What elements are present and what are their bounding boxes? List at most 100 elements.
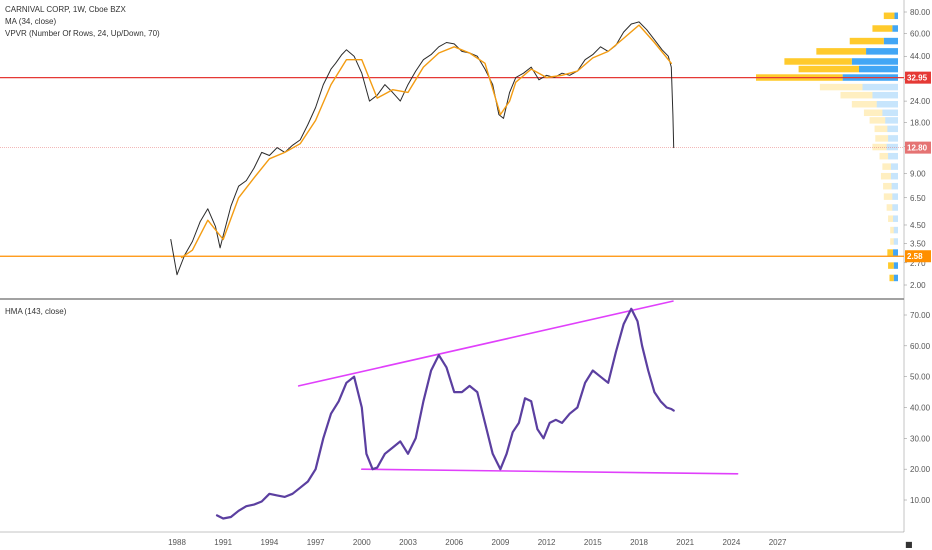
y-tick-label: 24.00: [910, 97, 931, 106]
y-tick-label: 18.00: [910, 118, 931, 127]
vpvr-down-bar: [863, 109, 883, 117]
vpvr-down-bar: [888, 262, 894, 269]
vpvr-down-bar: [874, 125, 888, 133]
x-tick-label: 2000: [353, 538, 371, 547]
horizontal-lines: [0, 76, 904, 257]
chart-title: CARNIVAL CORP, 1W, Cboe BZX: [5, 5, 126, 14]
vpvr-up-bar: [858, 65, 898, 73]
x-tick-label: 1994: [261, 538, 279, 547]
vpvr-down-bar: [869, 117, 886, 124]
vpvr-up-bar: [866, 48, 898, 55]
hma-legend: HMA (143, close): [5, 306, 66, 318]
vpvr-up-bar: [885, 117, 898, 124]
vpvr-down-bar: [890, 226, 894, 234]
vpvr-up-bar: [893, 249, 898, 256]
vpvr-up-bar: [888, 152, 898, 160]
vpvr-down-bar: [872, 143, 887, 151]
vpvr-down-bar: [880, 172, 891, 180]
y-tick-label: 2.00: [910, 281, 926, 290]
vpvr-down-bar: [849, 37, 884, 45]
x-tick-label: 2006: [445, 538, 463, 547]
y-tick-label: 44.00: [910, 52, 931, 61]
vpvr-down-bar: [887, 249, 894, 256]
vpvr-up-bar: [890, 163, 898, 170]
y-tick-label: 80.00: [910, 8, 931, 17]
ma-label: MA (34, close): [5, 17, 57, 26]
vpvr-down-bar: [883, 193, 893, 200]
hma-label: HMA (143, close): [5, 307, 67, 316]
y-tick-label: 3.50: [910, 240, 926, 249]
vpvr-up-bar: [890, 172, 898, 180]
price-label-orange: 2.58: [907, 252, 923, 261]
vpvr-down-bar: [890, 238, 894, 245]
vpvr-up-bar: [892, 204, 898, 211]
ma-line: [180, 24, 672, 259]
volume-profile: [756, 12, 898, 282]
x-tick-label: 2009: [492, 538, 510, 547]
price-label-orange-bg: [905, 250, 931, 263]
vpvr-down-bar: [840, 91, 873, 99]
y-tick-label: 60.00: [910, 29, 931, 38]
y-tick-label: 4.50: [910, 221, 926, 230]
lower-trendline: [360, 468, 739, 475]
x-tick-label: 2012: [538, 538, 556, 547]
vpvr-up-bar: [891, 182, 898, 190]
x-tick-label: 2021: [676, 538, 694, 547]
price-line: [170, 21, 675, 276]
vpvr-up-bar: [894, 12, 898, 20]
vpvr-down-bar: [798, 65, 859, 73]
x-tick-label: 1991: [214, 538, 232, 547]
vpvr-up-bar: [872, 91, 898, 99]
vpvr-down-bar: [875, 135, 889, 142]
axes: 1988 1991 1994 1997 2000 2003 2006 2009 2012 2015…: [168, 8, 931, 547]
y-tick-label: 6.50: [910, 194, 926, 203]
hma-y-tick-label: 50.00: [910, 373, 931, 382]
x-tick-label: 1988: [168, 538, 186, 547]
x-tick-label: 2015: [584, 538, 602, 547]
vpvr-down-bar: [816, 48, 867, 55]
x-tick-label: 2018: [630, 538, 648, 547]
vpvr-up-bar: [893, 238, 898, 245]
vpvr-down-bar: [888, 215, 894, 222]
chart-legend: CARNIVAL CORP, 1W, Cboe BZX MA (34, clos…: [5, 4, 160, 40]
vpvr-up-bar: [893, 274, 898, 282]
vpvr-down-bar: [784, 58, 852, 65]
vpvr-up-bar: [893, 215, 898, 222]
vpvr-down-bar: [879, 152, 889, 160]
price-label-red: 32.95: [907, 74, 928, 83]
price-label-last: 12.80: [907, 144, 928, 153]
hma-y-tick-label: 40.00: [910, 404, 931, 413]
hma-y-tick-label: 30.00: [910, 434, 931, 443]
tradingview-logo-icon: ■: [905, 540, 913, 549]
vpvr-down-bar: [851, 101, 877, 108]
hma-y-tick-label: 20.00: [910, 465, 931, 474]
vpvr-up-bar: [882, 109, 898, 117]
vpvr-label: VPVR (Number Of Rows, 24, Up/Down, 70): [5, 29, 160, 38]
hma-y-tick-label: 60.00: [910, 342, 931, 351]
vpvr-down-bar: [886, 204, 893, 211]
vpvr-up-bar: [887, 125, 898, 133]
vpvr-up-bar: [892, 193, 898, 200]
x-tick-label: 2024: [723, 538, 741, 547]
vpvr-up-bar: [888, 135, 898, 142]
vpvr-down-bar: [889, 274, 894, 282]
y-tick-label: 9.00: [910, 170, 926, 179]
vpvr-up-bar: [893, 262, 898, 269]
hma-line: [215, 307, 675, 520]
vpvr-down-bar: [883, 182, 892, 190]
vpvr-up-bar: [883, 37, 898, 45]
upper-trendline: [297, 300, 674, 387]
vpvr-down-bar: [882, 163, 891, 170]
hma-y-tick-label: 70.00: [910, 311, 931, 320]
vpvr-up-bar: [893, 226, 898, 234]
hma-y-tick-label: 10.00: [910, 496, 931, 505]
vpvr-down-bar: [819, 83, 863, 91]
vpvr-up-bar: [876, 101, 898, 108]
x-tick-label: 2027: [769, 538, 787, 547]
vpvr-up-bar: [862, 83, 898, 91]
vpvr-down-bar: [872, 25, 893, 32]
x-tick-label: 1997: [307, 538, 325, 547]
vpvr-up-bar: [886, 143, 898, 151]
